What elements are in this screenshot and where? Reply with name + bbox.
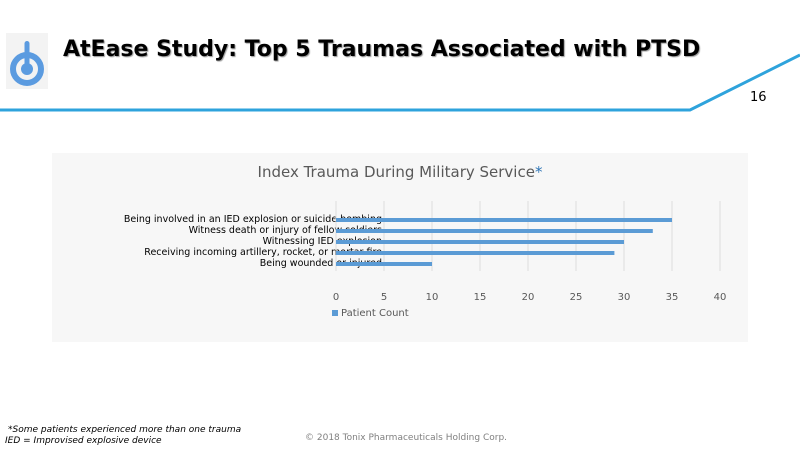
- x-tick-label: 30: [617, 292, 631, 303]
- bar: [336, 240, 624, 244]
- bar: [336, 218, 672, 222]
- legend-label: Patient Count: [341, 308, 409, 319]
- chart-title: Index Trauma During Military Service*: [52, 163, 748, 181]
- power-icon: [6, 33, 48, 89]
- legend-swatch: [332, 310, 338, 316]
- bar: [336, 262, 432, 266]
- x-tick-label: 15: [473, 292, 487, 303]
- x-tick-label: 10: [425, 292, 439, 303]
- chart-title-marker: *: [534, 163, 543, 181]
- x-tick-label: 20: [521, 292, 535, 303]
- category-label: Being involved in an IED explosion or su…: [123, 214, 382, 225]
- legend: Patient Count: [332, 308, 409, 319]
- bar-plot: [335, 201, 721, 271]
- page-number: 16: [750, 90, 767, 105]
- bar: [336, 251, 615, 255]
- header-divider: [0, 53, 800, 112]
- footnote-ied: IED = Improvised explosive device: [5, 436, 162, 446]
- bar: [336, 229, 653, 233]
- category-label: Receiving incoming artillery, rocket, or…: [144, 247, 382, 258]
- x-tick-label: 25: [569, 292, 583, 303]
- category-labels: Being involved in an IED explosion or su…: [52, 153, 382, 273]
- x-tick-label: 35: [665, 292, 679, 303]
- footnote: *Some patients experienced more than one…: [5, 425, 241, 447]
- page-title: AtEase Study: Top 5 Traumas Associated w…: [63, 37, 701, 62]
- x-tick-label: 0: [332, 292, 340, 303]
- copyright: © 2018 Tonix Pharmaceuticals Holding Cor…: [305, 433, 508, 443]
- x-tick-label: 40: [713, 292, 727, 303]
- footnote-trauma: *Some patients experienced more than one…: [8, 425, 242, 435]
- chart-title-text: Index Trauma During Military Service: [257, 163, 535, 181]
- category-label: Witness death or injury of fellow soldie…: [188, 225, 382, 236]
- x-tick-label: 5: [380, 292, 388, 303]
- category-label: Witnessing IED explosion: [262, 236, 382, 247]
- chart-area: Index Trauma During Military Service* Be…: [52, 153, 748, 342]
- category-label: Being wounded or injured: [259, 258, 382, 269]
